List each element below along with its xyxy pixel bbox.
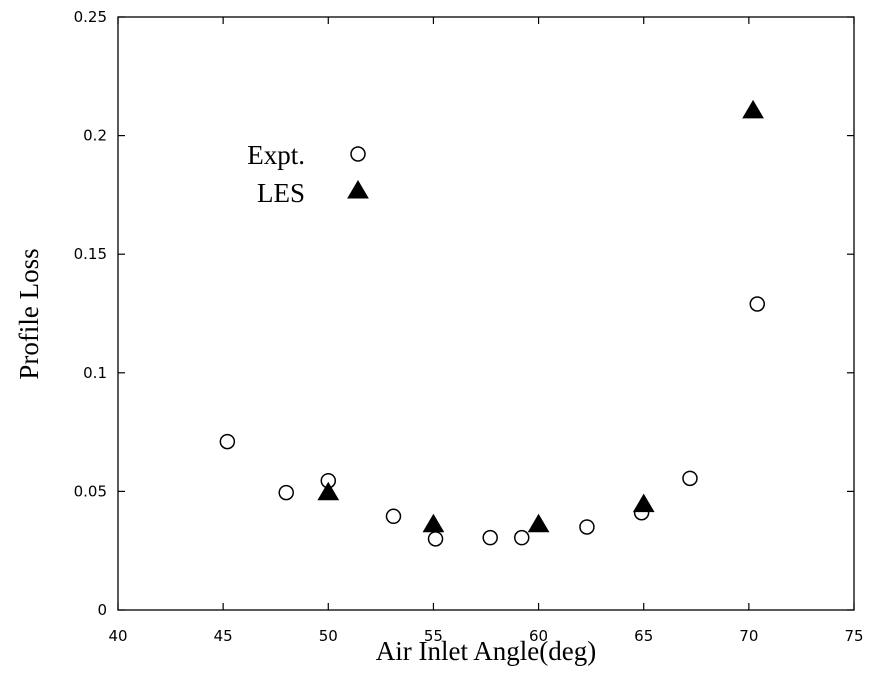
les-point [632,493,655,513]
expt-point [219,433,236,450]
expt-point [278,484,294,501]
les-point [742,99,764,119]
expt-point [579,519,595,535]
y-tick-label: 0.05 [74,482,107,500]
legend-label-les: LES [257,178,305,208]
legend-marker-expt [350,146,366,162]
expt-point [427,531,444,547]
x-tick-label: 60 [529,627,548,645]
y-tick-label: 0.1 [83,364,107,382]
axis-ticks [117,16,855,611]
x-tick-labels: 40 45 50 55 60 65 70 75 [108,627,863,645]
x-tick-label: 50 [319,627,338,645]
x-tick-label: 55 [424,627,443,645]
les-point [527,513,550,533]
x-axis-title: Air Inlet Angle(deg) [376,636,596,666]
expt-point [385,508,402,525]
data-markers [219,99,766,547]
expt-point [682,470,698,487]
les-point [317,481,340,501]
x-tick-label: 65 [634,627,653,645]
y-axis-title: Profile Loss [14,248,44,379]
plot-frame [117,16,855,611]
legend: Expt. LES [247,140,369,208]
plot-area [117,16,855,611]
y-tick-label: 0.2 [83,127,107,145]
x-tick-label: 45 [214,627,233,645]
legend-marker-les [347,180,369,199]
x-tick-label: 70 [739,627,758,645]
x-tick-label: 40 [108,627,127,645]
y-tick-label: 0.15 [74,245,107,263]
y-tick-label: 0 [97,601,107,619]
legend-label-expt: Expt. [247,140,305,170]
y-tick-labels: 0 0.05 0.1 0.15 0.2 0.25 [74,8,107,619]
expt-point [513,529,530,546]
y-tick-label: 0.25 [74,8,107,26]
expt-point [749,296,766,312]
expt-point [482,529,498,546]
x-tick-label: 75 [844,627,863,645]
les-point [422,513,445,533]
